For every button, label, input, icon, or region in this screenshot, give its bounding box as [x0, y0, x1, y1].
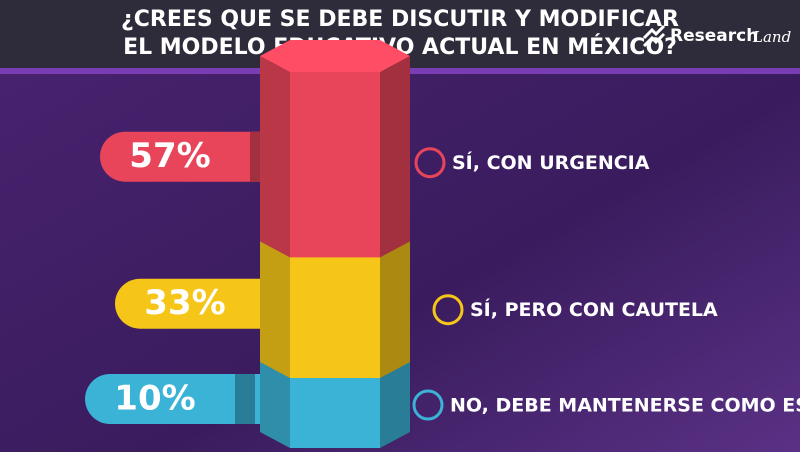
tab-fold — [235, 374, 255, 424]
label-icon — [414, 147, 446, 179]
prism-front — [290, 72, 380, 258]
logo-script: Land — [752, 28, 791, 46]
value-label: 10% — [114, 379, 195, 419]
value-label: 33% — [144, 283, 225, 323]
prism-front — [290, 245, 380, 378]
logo-icon — [642, 24, 666, 48]
prism-right — [380, 56, 410, 258]
category-label: SÍ, PERO CON CAUTELA — [470, 298, 718, 321]
value-label: 57% — [129, 136, 210, 176]
value-tab — [115, 278, 295, 329]
prism-left — [260, 350, 290, 448]
prism — [260, 40, 410, 258]
prism-right — [380, 229, 410, 378]
prism-right — [380, 350, 410, 448]
logo-text: Research — [670, 26, 758, 46]
title-line: ¿CREES QUE SE DEBE DISCUTIR Y MODIFICAR — [121, 7, 679, 32]
category-label: NO, DEBE MANTENERSE COMO ESTÁ — [450, 394, 800, 417]
value-tab — [100, 131, 295, 182]
prism-front — [290, 366, 380, 448]
prism-top — [260, 40, 410, 72]
prism-left — [260, 56, 290, 258]
prism-left — [260, 229, 290, 378]
label-icon — [412, 389, 444, 421]
label-icon — [432, 294, 464, 326]
category-label: SÍ, CON URGENCIA — [452, 151, 650, 174]
